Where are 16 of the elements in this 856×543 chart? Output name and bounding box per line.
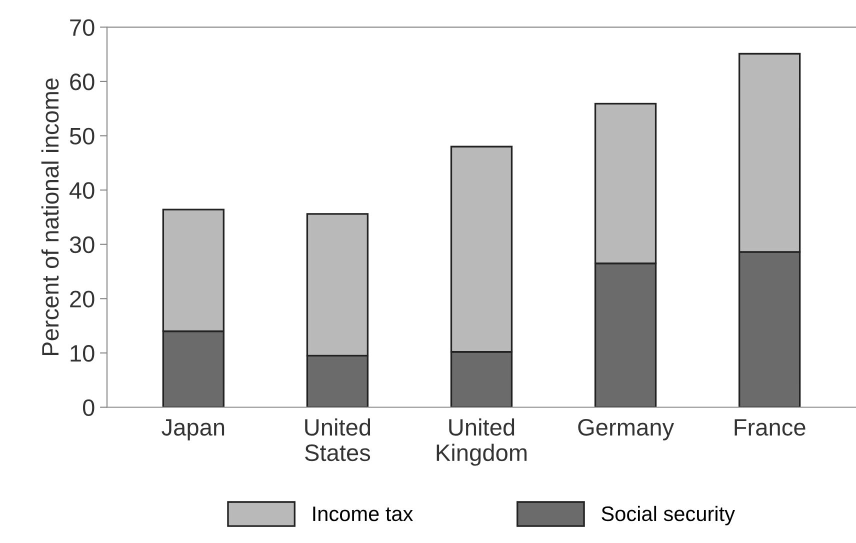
y-tick-label: 10	[70, 345, 94, 362]
y-tick-label: 40	[69, 182, 94, 199]
legend-label: Income tax	[313, 506, 413, 522]
x-tick-label: United States	[305, 418, 370, 462]
y-tick-label: 0	[82, 399, 94, 416]
x-tick-label: France	[734, 419, 806, 436]
y-tick-label: 50	[70, 128, 94, 145]
x-tick-label: Japan	[162, 419, 224, 440]
y-axis-title: Percent of national income	[41, 78, 59, 356]
y-tick-label: 60	[70, 74, 94, 90]
y-tick-label: 30	[70, 236, 94, 254]
legend-label: Social security	[602, 506, 735, 526]
x-tick-label: Germany	[578, 418, 674, 440]
y-tick-label: 70	[70, 19, 94, 36]
y-tick-label: 20	[70, 290, 94, 308]
x-tick-label: United Kingdom	[436, 418, 527, 466]
